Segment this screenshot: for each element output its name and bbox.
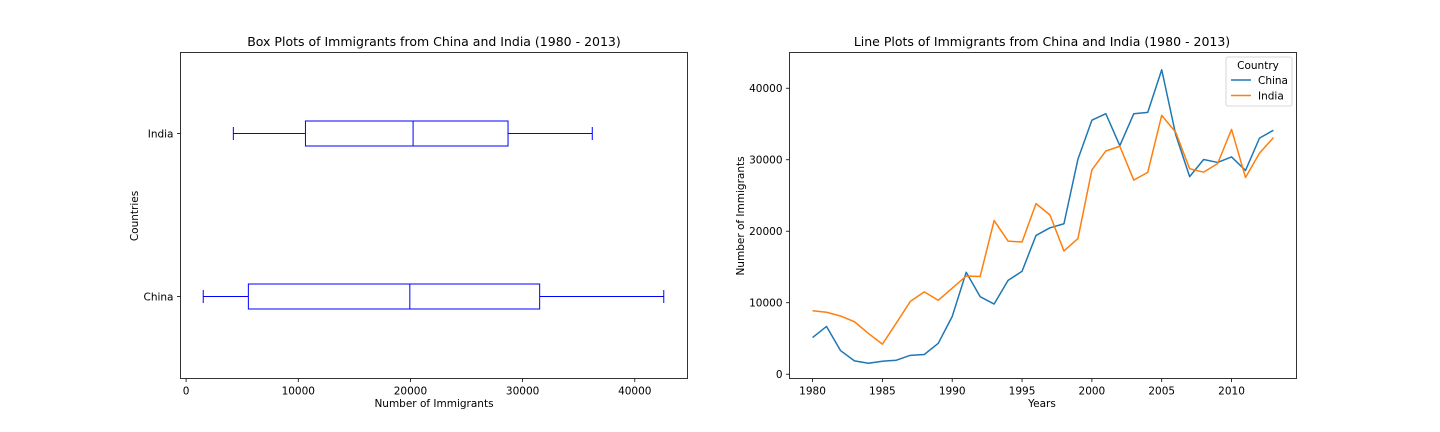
x-tick-label-20000: 20000 [394,386,427,398]
x-tick-label-30000: 30000 [506,386,539,398]
legend: Country China India [1225,56,1293,107]
box-plot-panel: Box Plots of Immigrants from China and I… [129,34,688,410]
legend-title: Country [1237,60,1279,72]
box-plot-frame [180,52,688,379]
legend-items: China India [1231,75,1288,103]
box-plot-y-ticks: China India [144,129,181,304]
india-box [304,120,509,147]
x-tick-label-1990: 1990 [939,386,966,398]
legend-label-india: India [1258,91,1284,103]
x-tick-label-2010: 2010 [1218,386,1245,398]
series-line-china [812,69,1274,365]
x-tick-label-2000: 2000 [1079,386,1106,398]
y-tick-label-china: China [144,292,174,304]
x-tick-label-1995: 1995 [1009,386,1036,398]
y-tick-label-india: India [148,129,174,141]
line-plot-title: Line Plots of Immigrants from China and … [854,34,1230,49]
box-plot-x-ticks: 0 10000 20000 30000 40000 [183,378,651,398]
y-tick-label-40000: 40000 [749,83,782,95]
x-tick-label-0: 0 [183,386,190,398]
line-plot-x-ticks: 1980 1985 1990 1995 2000 2005 2010 [799,378,1245,398]
y-tick-label-30000: 30000 [749,155,782,167]
line-plot-frame [789,52,1297,379]
y-tick-label-0: 0 [776,369,783,381]
x-tick-label-10000: 10000 [282,386,315,398]
x-tick-label-40000: 40000 [618,386,651,398]
box-plot-marks [202,120,665,310]
box-plot-x-axis-label: Number of Immigrants [374,398,493,410]
box-plot-title: Box Plots of Immigrants from China and I… [247,34,621,49]
y-tick-label-20000: 20000 [749,226,782,238]
series-line-india [812,114,1275,345]
box-plot-y-axis-label: Countries [129,191,141,241]
line-plot-panel: Line Plots of Immigrants from China and … [735,34,1297,410]
x-tick-label-1985: 1985 [869,386,896,398]
x-tick-label-1980: 1980 [799,386,826,398]
legend-label-china: China [1258,75,1288,87]
line-plot-y-axis-label: Number of Immigrants [735,156,747,275]
china-box [247,283,541,310]
line-plot-x-axis-label: Years [1027,398,1056,410]
line-plot-y-ticks: 0 10000 20000 30000 40000 [749,83,790,381]
y-tick-label-10000: 10000 [749,298,782,310]
legend-frame [1225,56,1293,107]
line-plot-marks [812,69,1275,365]
x-tick-label-2005: 2005 [1148,386,1175,398]
